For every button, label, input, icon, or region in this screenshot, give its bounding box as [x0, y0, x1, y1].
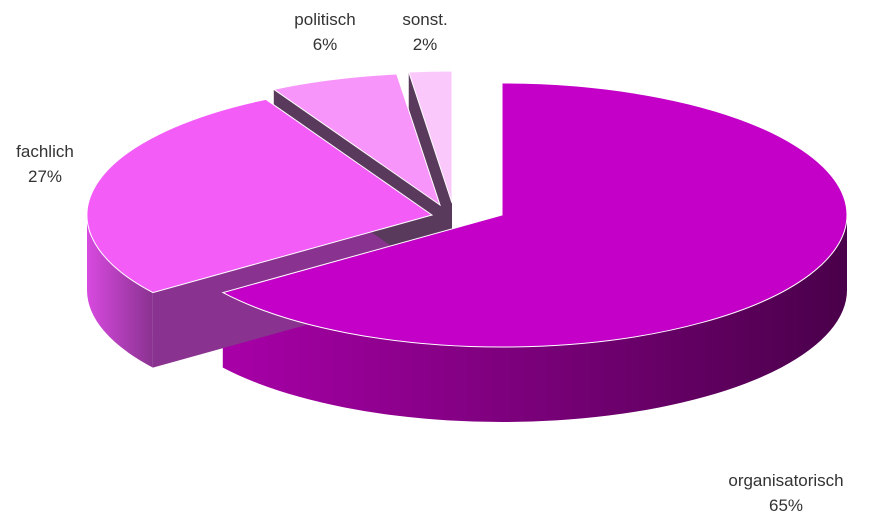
slice-label-3: politisch [294, 10, 355, 29]
slice-label-2: fachlich [16, 142, 74, 161]
pie-slice-top-2 [86, 98, 434, 294]
pie-labels: organisatorisch 65% fachlich 27% politisch 6%… [16, 10, 843, 515]
pie-slice-rim-1 [222, 215, 847, 423]
pie-slice-rim-2 [87, 215, 153, 368]
slice-label-4: sonst. [402, 10, 447, 29]
pie-slice-top-3 [272, 73, 441, 207]
slice-value-label-2: 27% [28, 167, 62, 186]
slice-value-label-3: 6% [313, 35, 338, 54]
pie-tops [86, 70, 848, 348]
slice-value-label-4: 2% [413, 35, 438, 54]
slice-value-label-1: 65% [769, 496, 803, 515]
slice-label-1: organisatorisch [728, 471, 843, 490]
pie-slice-top-1 [221, 82, 848, 348]
pie-slice-top-4 [408, 70, 453, 204]
